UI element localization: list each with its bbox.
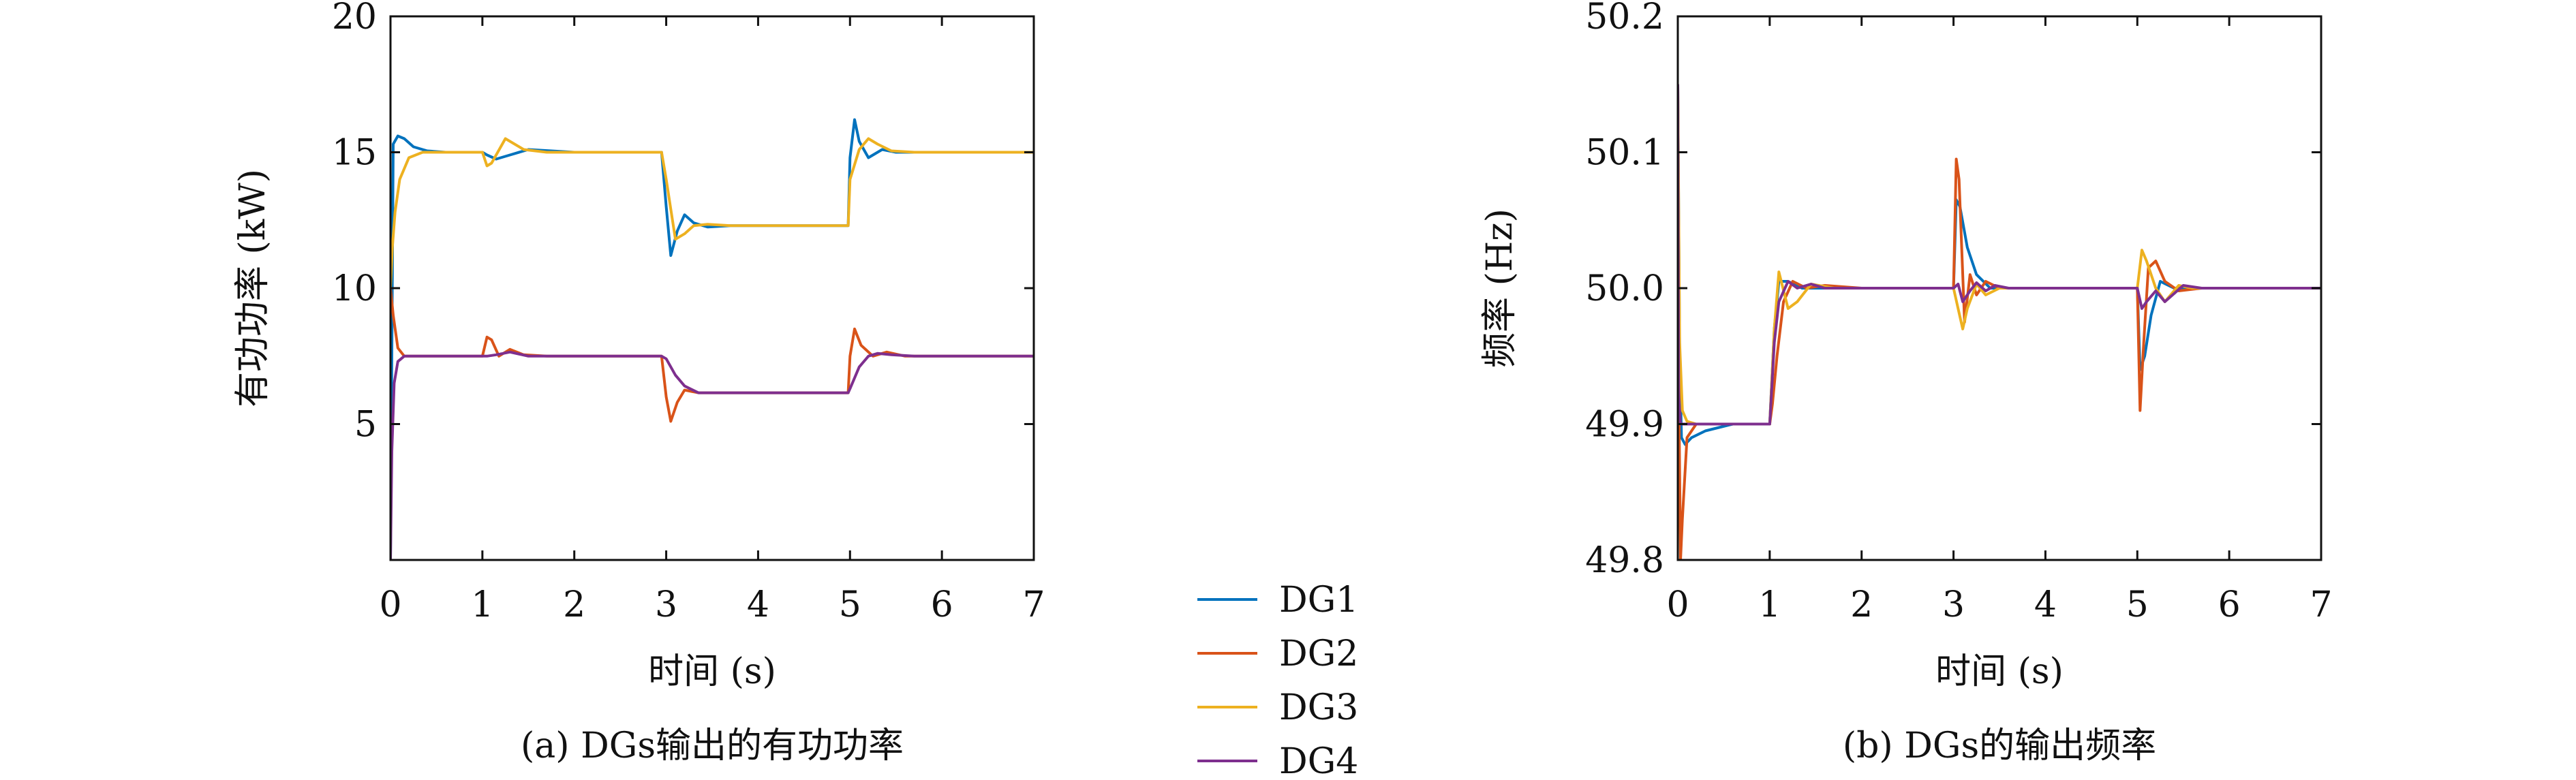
panel-b-series (1678, 84, 2321, 560)
legend-label-dg2: DG2 (1279, 634, 1358, 674)
panel-a-series-dg3-line (390, 137, 1034, 289)
panel-a-x-tick-label: 5 (839, 584, 861, 625)
panel-a-y-tick-label: 10 (332, 268, 377, 309)
panel-b-series-dg1-line (1678, 84, 2321, 446)
panel-a-x-tick-label: 6 (931, 584, 953, 625)
panel-a-ticks: 0 1 2 3 4 5 6 7 5 10 15 20 (332, 0, 1045, 625)
panel-b-x-tick-label: 1 (1758, 584, 1781, 625)
panel-a-plot-frame (389, 15, 1035, 561)
legend-label-dg4: DG4 (1279, 741, 1358, 780)
panel-a-y-axis-label: 有功功率 (kW) (232, 169, 273, 407)
panel-b-x-tick-label: 7 (2310, 584, 2332, 625)
panel-b-x-tick-label: 2 (1850, 584, 1873, 625)
panel-b-x-tick-label: 3 (1942, 584, 1965, 625)
panel-a-power: 0 1 2 3 4 5 6 7 5 10 15 20 时间 (s) 有功功率 (kW) (a) DGs… (232, 0, 1045, 766)
panel-a-y-tick-label: 15 (332, 133, 377, 174)
panel-b-x-axis-label: 时间 (s) (1935, 651, 2064, 692)
panel-a-x-tick-label: 3 (655, 584, 677, 625)
panel-a-x-tick-label: 1 (471, 584, 493, 625)
panel-a-y-tick-label: 5 (354, 405, 377, 446)
panel-b-y-tick-label: 50.0 (1585, 268, 1664, 309)
panel-b-y-axis-label: 频率 (Hz) (1479, 208, 1520, 368)
panel-a-y-tick-label: 20 (332, 0, 377, 37)
panel-a-series-dg4-line (390, 350, 1034, 560)
panel-a-series (390, 118, 1034, 560)
panel-a-x-tick-label: 0 (379, 584, 401, 625)
panel-b-caption: (b) DGs的输出频率 (1843, 726, 2156, 766)
panel-b-x-tick-label: 5 (2126, 584, 2149, 625)
panel-b-ticks: 0 1 2 3 4 5 6 7 49.8 49.9 50.0 50.1 50.2 (1585, 0, 2332, 625)
panel-b-y-tick-label: 50.1 (1585, 133, 1664, 174)
legend: DG1 DG2 DG3 DG4 (1197, 580, 1358, 780)
legend-label-dg3: DG3 (1279, 687, 1358, 728)
panel-b-x-tick-label: 4 (2034, 584, 2057, 625)
panel-b-y-tick-label: 50.2 (1585, 0, 1664, 37)
panel-b-x-tick-label: 0 (1666, 584, 1689, 625)
panel-a-x-axis-label: 时间 (s) (648, 651, 776, 692)
panel-b-y-tick-label: 49.9 (1585, 405, 1664, 446)
panel-a-caption: (a) DGs输出的有功功率 (521, 726, 904, 766)
panel-b-x-tick-label: 6 (2218, 584, 2241, 625)
panel-a-x-tick-label: 7 (1022, 584, 1045, 625)
legend-label-dg1: DG1 (1279, 580, 1358, 621)
panel-a-x-tick-label: 2 (563, 584, 585, 625)
panel-b-series-dg4-line (1678, 84, 2321, 426)
panel-b-y-tick-label: 49.8 (1585, 540, 1664, 581)
panel-b-frequency: 0 1 2 3 4 5 6 7 49.8 49.9 50.0 50.1 50.2 时间 (s) 频率 (… (1479, 0, 2333, 766)
panel-a-x-tick-label: 4 (747, 584, 769, 625)
panel-a-series-dg2-line (390, 287, 1034, 423)
